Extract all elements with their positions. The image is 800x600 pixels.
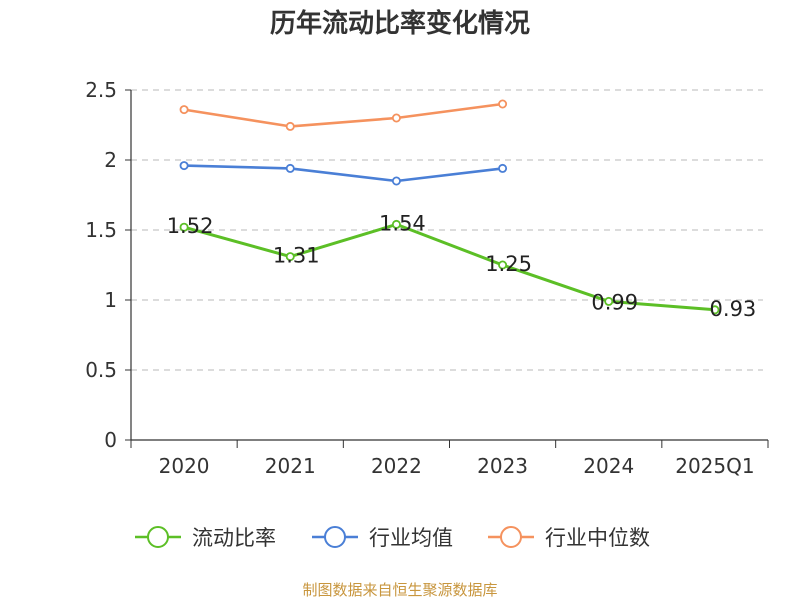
data-point[interactable]: [498, 99, 508, 109]
legend-item[interactable]: 行业均值: [312, 526, 453, 550]
footer-source: 制图数据来自恒生聚源数据库: [302, 581, 497, 599]
x-tick-label: 2021: [265, 454, 316, 478]
series-line: [183, 102, 503, 128]
data-point[interactable]: [391, 113, 401, 123]
series-industry-median: [179, 99, 508, 131]
x-tick-label: 2023: [477, 454, 528, 478]
data-point[interactable]: [285, 252, 295, 262]
y-tick-label: 2: [104, 148, 117, 172]
legend-label: 流动比率: [192, 526, 276, 550]
data-point[interactable]: [391, 219, 401, 229]
data-label: 1.25: [485, 252, 532, 276]
legend-item[interactable]: 流动比率: [135, 526, 276, 550]
series-line: [184, 164, 503, 183]
y-tick-label: 0: [104, 428, 117, 452]
data-point[interactable]: [179, 105, 189, 115]
legend[interactable]: 流动比率 行业均值 行业中位数: [135, 526, 650, 550]
data-point[interactable]: [498, 260, 508, 270]
x-tick-label: 2024: [583, 454, 634, 478]
y-tick-label: 0.5: [85, 358, 117, 382]
y-tick-label: 1.5: [85, 218, 117, 242]
data-point[interactable]: [179, 222, 189, 232]
grid: [131, 89, 763, 371]
x-tick-label: 2020: [159, 454, 210, 478]
data-point[interactable]: [710, 305, 720, 315]
data-point[interactable]: [498, 163, 508, 173]
y-tick-label: 2.5: [85, 78, 117, 102]
data-label: 0.99: [591, 290, 638, 314]
data-point[interactable]: [285, 121, 295, 131]
x-tick-label: 2025Q1: [675, 454, 754, 478]
data-point[interactable]: [391, 176, 401, 186]
series-line: [183, 222, 716, 312]
legend-label: 行业中位数: [545, 526, 650, 550]
y-tick-label: 1: [104, 288, 117, 312]
x-tick-label: 2022: [371, 454, 422, 478]
legend-item[interactable]: 行业中位数: [488, 526, 650, 550]
data-label: 1.31: [273, 244, 320, 268]
legend-marker-icon: [147, 526, 169, 548]
data-label: 1.52: [167, 214, 214, 238]
series-layer: [179, 99, 720, 315]
legend-marker-icon: [500, 526, 522, 548]
data-point[interactable]: [179, 161, 189, 171]
legend-label: 行业均值: [369, 526, 453, 550]
data-label: 0.93: [710, 297, 757, 321]
series-industry-mean: [179, 161, 508, 186]
data-label: 1.54: [379, 211, 426, 235]
data-point[interactable]: [285, 163, 295, 173]
chart-title: 历年流动比率变化情况: [270, 8, 530, 39]
data-point[interactable]: [604, 296, 614, 306]
legend-marker-icon: [324, 526, 346, 548]
data-labels: 1.52 1.31 1.54 1.25 0.99 0.93: [167, 211, 757, 320]
series-current-ratio: [179, 219, 720, 315]
